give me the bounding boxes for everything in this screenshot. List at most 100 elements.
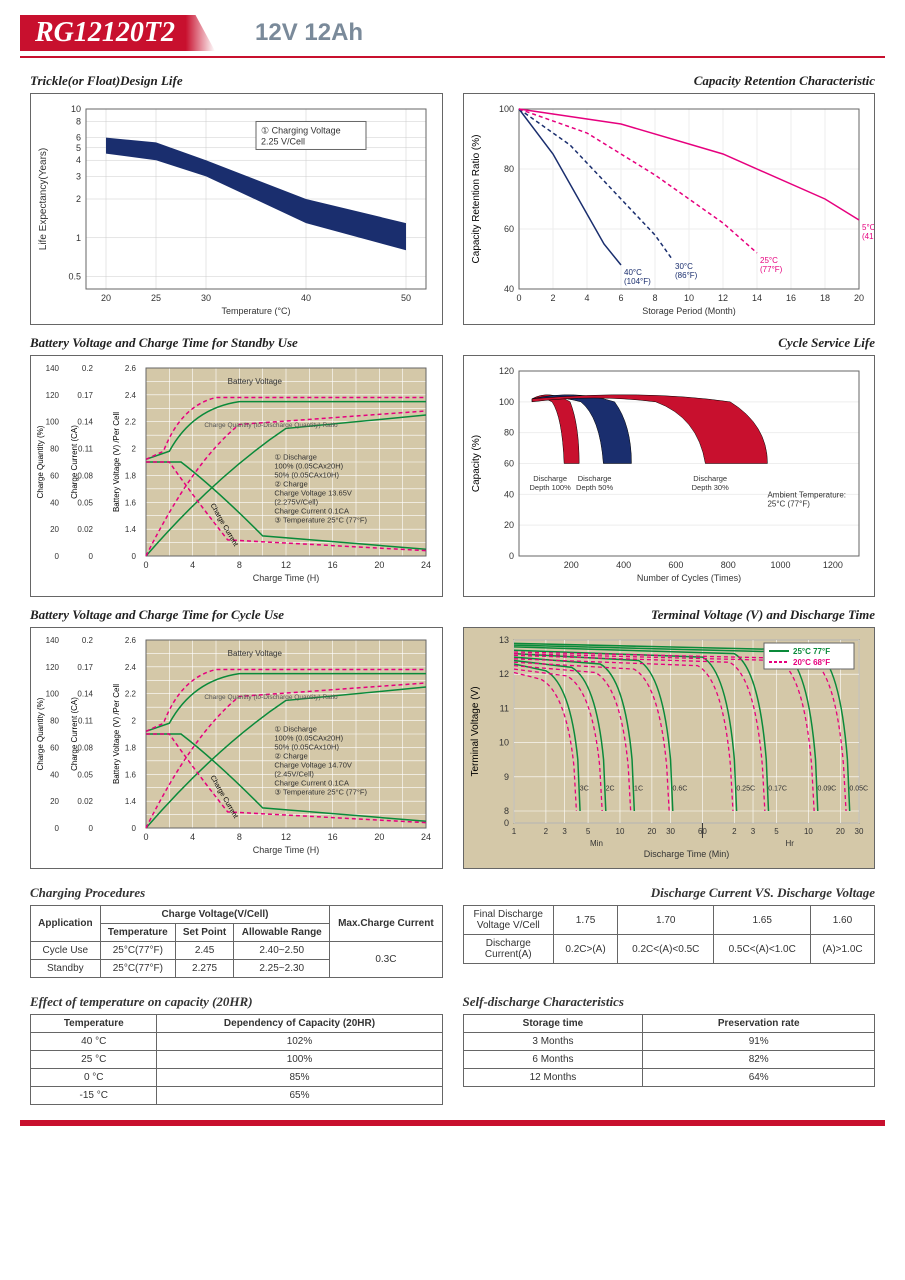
- svg-text:14: 14: [751, 293, 761, 303]
- svg-text:Charge Time (H): Charge Time (H): [253, 845, 320, 855]
- svg-text:0.08: 0.08: [77, 743, 93, 752]
- svg-text:0.14: 0.14: [77, 690, 93, 699]
- panel-retention: Capacity Retention Characteristic 024681…: [463, 73, 876, 325]
- svg-text:20: 20: [503, 520, 513, 530]
- svg-text:0.6C: 0.6C: [672, 785, 687, 792]
- chart-cyclecharge: 02040608010012014000.020.050.080.110.140…: [30, 627, 443, 869]
- title-cyclecharge: Battery Voltage and Charge Time for Cycl…: [30, 607, 443, 623]
- svg-text:1.6: 1.6: [125, 498, 137, 507]
- table-tempeffect: TemperatureDependency of Capacity (20HR)…: [30, 1014, 443, 1105]
- title-standby: Battery Voltage and Charge Time for Stan…: [30, 335, 443, 351]
- svg-text:0.11: 0.11: [78, 717, 94, 726]
- svg-text:3: 3: [562, 827, 567, 836]
- svg-text:0.17: 0.17: [77, 663, 93, 672]
- svg-text:(104°F): (104°F): [624, 277, 651, 286]
- svg-text:0: 0: [89, 824, 94, 833]
- svg-text:25: 25: [151, 293, 161, 303]
- svg-text:2.2: 2.2: [125, 690, 137, 699]
- svg-text:0: 0: [132, 824, 137, 833]
- panel-cyclelife: Cycle Service Life 200400600800100012000…: [463, 335, 876, 597]
- svg-text:16: 16: [328, 832, 338, 842]
- svg-text:100: 100: [498, 104, 513, 114]
- svg-text:Ambient Temperature:: Ambient Temperature:: [767, 490, 846, 499]
- svg-text:600: 600: [668, 560, 683, 570]
- svg-text:20: 20: [647, 827, 656, 836]
- svg-text:3: 3: [76, 171, 81, 181]
- svg-text:Depth 30%: Depth 30%: [691, 483, 728, 492]
- svg-text:120: 120: [46, 663, 60, 672]
- svg-text:800: 800: [720, 560, 735, 570]
- title-trickle: Trickle(or Float)Design Life: [30, 73, 443, 89]
- svg-text:Depth 100%: Depth 100%: [529, 483, 571, 492]
- self-discharge: Self-discharge Characteristics Storage t…: [463, 986, 876, 1105]
- svg-text:20: 20: [374, 832, 384, 842]
- svg-text:(2.45V/Cell): (2.45V/Cell): [274, 769, 314, 778]
- svg-text:Battery Voltage (V) /Per Cell: Battery Voltage (V) /Per Cell: [112, 412, 121, 512]
- svg-text:2.4: 2.4: [125, 391, 137, 400]
- svg-text:40: 40: [50, 770, 59, 779]
- svg-text:9: 9: [503, 772, 508, 782]
- panel-trickle: Trickle(or Float)Design Life 0.512345681…: [30, 73, 443, 325]
- svg-text:Life Expectancy(Years): Life Expectancy(Years): [38, 148, 49, 250]
- svg-text:10: 10: [803, 827, 812, 836]
- svg-text:0.02: 0.02: [77, 525, 93, 534]
- svg-text:0: 0: [55, 824, 60, 833]
- svg-text:100% (0.05CAx20H): 100% (0.05CAx20H): [274, 733, 343, 742]
- svg-text:Capacity Retention Ratio (%): Capacity Retention Ratio (%): [471, 135, 482, 264]
- svg-text:Number of Cycles (Times): Number of Cycles (Times): [636, 573, 740, 583]
- title-terminal: Terminal Voltage (V) and Discharge Time: [463, 607, 876, 623]
- svg-text:20: 20: [50, 797, 59, 806]
- svg-text:12: 12: [281, 832, 291, 842]
- svg-text:0.02: 0.02: [77, 797, 93, 806]
- svg-text:0.5: 0.5: [68, 272, 81, 282]
- svg-text:40: 40: [50, 498, 59, 507]
- svg-text:1200: 1200: [822, 560, 842, 570]
- svg-text:0.11: 0.11: [78, 445, 94, 454]
- svg-text:2.6: 2.6: [125, 364, 137, 373]
- svg-text:2C: 2C: [605, 785, 614, 792]
- svg-text:8: 8: [237, 832, 242, 842]
- header: RG12120T2 12V 12Ah: [20, 15, 885, 51]
- footer-redline: [20, 1120, 885, 1126]
- svg-text:0.25C: 0.25C: [736, 785, 755, 792]
- svg-text:Hr: Hr: [785, 839, 794, 848]
- svg-text:Battery Voltage: Battery Voltage: [228, 649, 283, 658]
- svg-text:1.4: 1.4: [125, 525, 137, 534]
- svg-text:10: 10: [71, 104, 81, 114]
- charging-procedures: Charging Procedures ApplicationCharge Vo…: [30, 877, 443, 978]
- svg-text:40: 40: [503, 489, 513, 499]
- svg-text:40: 40: [503, 284, 513, 294]
- svg-text:0.05: 0.05: [77, 498, 93, 507]
- svg-text:10: 10: [683, 293, 693, 303]
- svg-text:Discharge: Discharge: [693, 474, 727, 483]
- svg-text:3C: 3C: [579, 785, 588, 792]
- svg-text:24: 24: [421, 832, 431, 842]
- chart-standby: 02040608010012014000.020.050.080.110.140…: [30, 355, 443, 597]
- svg-text:12: 12: [498, 669, 508, 679]
- svg-text:0: 0: [55, 552, 60, 561]
- svg-text:25°C (77°F): 25°C (77°F): [767, 499, 810, 508]
- svg-text:2.4: 2.4: [125, 663, 137, 672]
- svg-text:60: 60: [503, 224, 513, 234]
- svg-text:Charge Current 0.1CA: Charge Current 0.1CA: [274, 506, 349, 515]
- svg-text:0.09C: 0.09C: [817, 785, 836, 792]
- svg-text:60: 60: [503, 459, 513, 469]
- svg-text:Depth 50%: Depth 50%: [576, 483, 613, 492]
- title-cyclelife: Cycle Service Life: [463, 335, 876, 351]
- svg-text:2.25 V/Cell: 2.25 V/Cell: [261, 136, 305, 146]
- svg-text:2: 2: [732, 827, 737, 836]
- svg-text:5: 5: [774, 827, 779, 836]
- svg-text:140: 140: [46, 636, 60, 645]
- svg-text:20: 20: [853, 293, 863, 303]
- svg-text:2: 2: [76, 194, 81, 204]
- svg-text:120: 120: [46, 391, 60, 400]
- svg-text:20: 20: [101, 293, 111, 303]
- svg-text:5: 5: [76, 143, 81, 153]
- svg-text:10: 10: [498, 738, 508, 748]
- svg-text:80: 80: [503, 428, 513, 438]
- svg-text:1.8: 1.8: [125, 743, 137, 752]
- svg-text:(86°F): (86°F): [675, 271, 698, 280]
- model-badge: RG12120T2: [20, 15, 215, 51]
- svg-text:12: 12: [281, 560, 291, 570]
- chart-terminal: 08910111213123510203023510203060MinHr3C2…: [463, 627, 876, 869]
